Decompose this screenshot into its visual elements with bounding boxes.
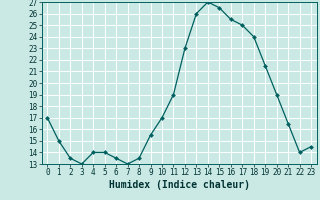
X-axis label: Humidex (Indice chaleur): Humidex (Indice chaleur) — [109, 180, 250, 190]
